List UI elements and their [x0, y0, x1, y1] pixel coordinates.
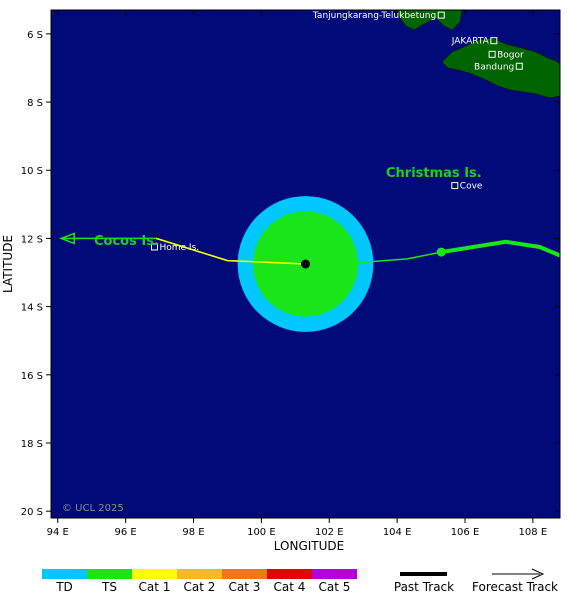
y-tick-label: 16 S — [21, 371, 43, 382]
y-tick-label: 10 S — [21, 166, 43, 177]
sumatra-land — [395, 9, 463, 31]
legend-label: Cat 1 — [139, 580, 171, 594]
legend-swatch — [222, 569, 267, 579]
y-tick-label: 6 S — [27, 30, 43, 41]
legend-swatch — [267, 569, 312, 579]
intensity-legend: TD TS Cat 1 Cat 2 Cat 3 Cat 4 Cat 5 — [42, 569, 357, 594]
place-label: JAKARTA — [451, 37, 490, 47]
christmas-island-label: Christmas Is. — [386, 166, 482, 181]
place-label: Tanjungkarang-Telukbetung — [312, 11, 436, 21]
place-marker-icon — [515, 62, 523, 70]
x-axis-title: LONGITUDE — [274, 539, 344, 553]
place-marker-icon — [451, 182, 459, 190]
x-axis-ticks: 94 E 96 E 98 E 100 E 102 E 104 E 106 E 108 E — [47, 10, 547, 538]
legend-label: Cat 3 — [229, 580, 261, 594]
place-label: Cove — [460, 182, 483, 192]
legend-swatch — [42, 569, 87, 579]
forecast-arrowhead — [59, 232, 75, 245]
forecast-track-cat1 — [155, 237, 306, 265]
y-axis-title: LATITUDE — [1, 235, 15, 293]
plot-frame — [50, 9, 561, 519]
x-tick-label: 94 E — [47, 527, 69, 538]
legend-swatch — [177, 569, 222, 579]
place-marker-icon — [437, 11, 445, 19]
legend-swatch — [87, 569, 132, 579]
place-marker-icon — [490, 37, 498, 45]
storm-center-marker — [301, 259, 310, 269]
past-track-ts-thin — [305, 251, 442, 265]
place-label: Bogor — [497, 50, 524, 60]
forecast-track-legend-arrow — [531, 568, 545, 580]
y-tick-label: 8 S — [27, 98, 43, 109]
y-tick-label: 12 S — [21, 234, 43, 245]
y-tick-label: 18 S — [21, 439, 43, 450]
place-marker-icon — [488, 50, 496, 58]
past-position-marker — [436, 247, 446, 257]
place-marker-icon — [150, 243, 158, 251]
legend-label: TD — [55, 580, 73, 594]
x-tick-label: 106 E — [451, 527, 480, 538]
legend-label: Cat 2 — [184, 580, 216, 594]
legend-label: TS — [101, 580, 117, 594]
y-tick-label: 20 S — [21, 507, 43, 518]
x-tick-label: 96 E — [115, 527, 137, 538]
x-tick-label: 108 E — [519, 527, 548, 538]
copyright-text: © UCL 2025 — [62, 503, 124, 514]
legend-swatch — [132, 569, 177, 579]
x-tick-label: 100 E — [247, 527, 276, 538]
place-markers: Tanjungkarang-Telukbetung JAKARTA Bogor Ban… — [150, 11, 524, 253]
y-tick-label: 14 S — [21, 303, 43, 314]
land-masses — [395, 9, 561, 99]
x-tick-label: 98 E — [182, 527, 204, 538]
forecast-track-legend-label: Forecast Track — [472, 580, 558, 594]
y-axis-ticks: 6 S 8 S 10 S 12 S 14 S 16 S 18 S 20 S — [21, 30, 560, 518]
past-track-legend-label: Past Track — [394, 580, 454, 594]
legend-label: Cat 5 — [319, 580, 351, 594]
legend-swatch — [312, 569, 357, 579]
legend-label: Cat 4 — [274, 580, 306, 594]
past-track-ts — [440, 239, 561, 258]
x-tick-label: 102 E — [315, 527, 344, 538]
place-label: Home Is. — [159, 243, 199, 253]
x-tick-label: 104 E — [383, 527, 412, 538]
place-label: Bandung — [474, 62, 514, 72]
cocos-island-label: Cocos Is. — [94, 234, 159, 249]
